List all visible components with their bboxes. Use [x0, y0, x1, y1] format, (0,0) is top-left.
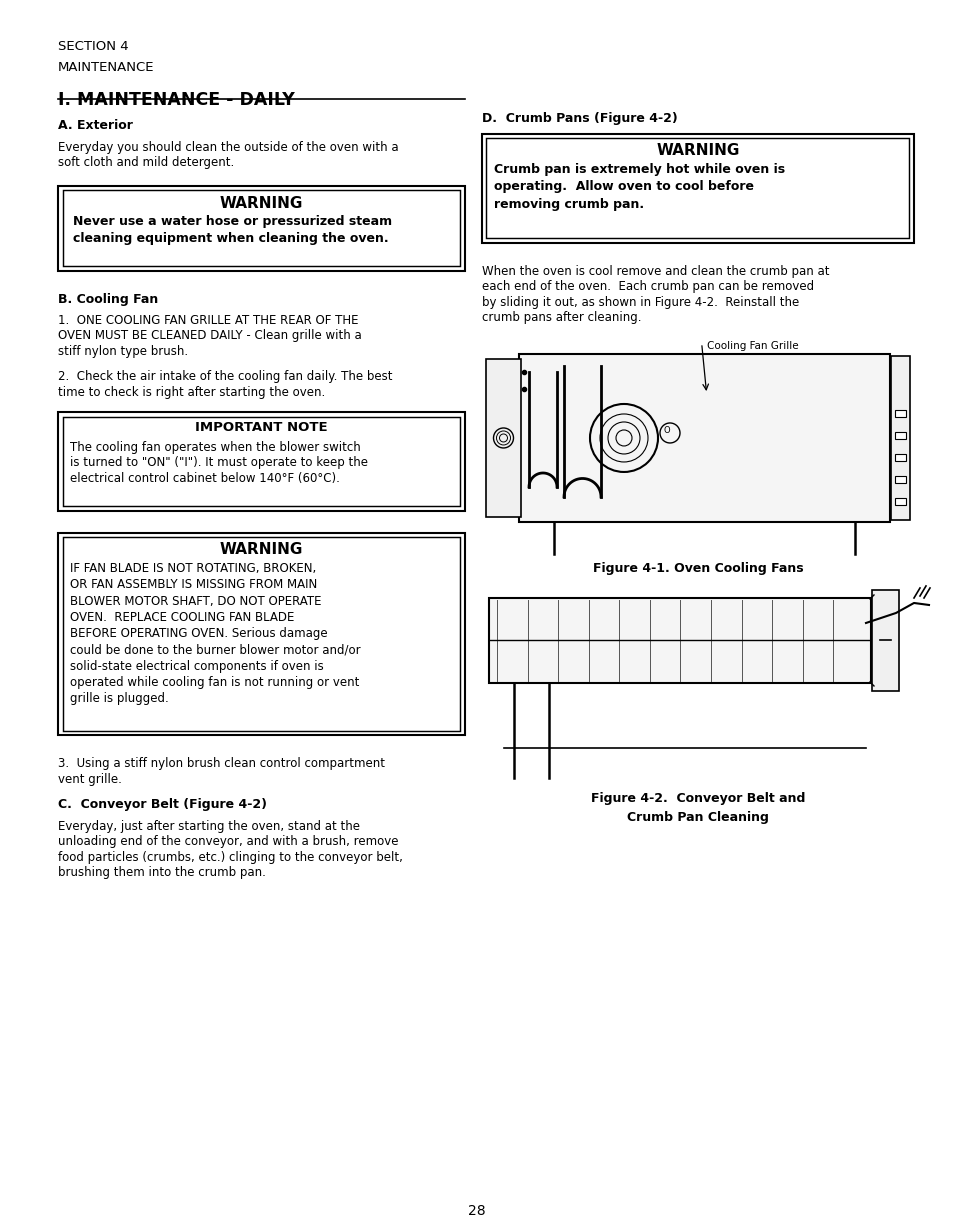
Text: 28: 28	[468, 1204, 485, 1218]
Text: vent grille.: vent grille.	[58, 772, 122, 786]
Text: each end of the oven.  Each crumb pan can be removed: each end of the oven. Each crumb pan can…	[481, 281, 813, 293]
FancyBboxPatch shape	[58, 533, 464, 736]
Text: electrical control cabinet below 140°F (60°C).: electrical control cabinet below 140°F (…	[70, 472, 339, 485]
FancyBboxPatch shape	[489, 598, 870, 683]
Text: OVEN MUST BE CLEANED DAILY - Clean grille with a: OVEN MUST BE CLEANED DAILY - Clean grill…	[58, 329, 361, 342]
Text: 1.  ONE COOLING FAN GRILLE AT THE REAR OF THE: 1. ONE COOLING FAN GRILLE AT THE REAR OF…	[58, 314, 358, 326]
Text: food particles (crumbs, etc.) clinging to the conveyor belt,: food particles (crumbs, etc.) clinging t…	[58, 851, 402, 864]
Text: IF FAN BLADE IS NOT ROTATING, BROKEN,: IF FAN BLADE IS NOT ROTATING, BROKEN,	[70, 562, 315, 575]
Text: removing crumb pan.: removing crumb pan.	[494, 198, 643, 211]
Text: time to check is right after starting the oven.: time to check is right after starting th…	[58, 386, 325, 399]
Text: Crumb pan is extremely hot while oven is: Crumb pan is extremely hot while oven is	[494, 163, 784, 175]
Text: OR FAN ASSEMBLY IS MISSING FROM MAIN: OR FAN ASSEMBLY IS MISSING FROM MAIN	[70, 578, 317, 591]
Text: operating.  Allow oven to cool before: operating. Allow oven to cool before	[494, 180, 753, 193]
Text: Never use a water hose or pressurized steam: Never use a water hose or pressurized st…	[73, 216, 392, 228]
FancyBboxPatch shape	[481, 133, 913, 243]
Text: B. Cooling Fan: B. Cooling Fan	[58, 292, 158, 306]
Text: Everyday, just after starting the oven, stand at the: Everyday, just after starting the oven, …	[58, 819, 359, 833]
Text: Crumb Pan Cleaning: Crumb Pan Cleaning	[626, 811, 768, 824]
Text: is turned to "ON" ("I"). It must operate to keep the: is turned to "ON" ("I"). It must operate…	[70, 457, 368, 469]
Text: Figure 4-2.  Conveyor Belt and: Figure 4-2. Conveyor Belt and	[590, 792, 804, 804]
Text: C.  Conveyor Belt (Figure 4-2): C. Conveyor Belt (Figure 4-2)	[58, 798, 267, 812]
Text: BEFORE OPERATING OVEN. Serious damage: BEFORE OPERATING OVEN. Serious damage	[70, 627, 327, 641]
FancyBboxPatch shape	[894, 498, 905, 505]
FancyBboxPatch shape	[871, 590, 898, 691]
FancyBboxPatch shape	[518, 354, 889, 522]
Text: soft cloth and mild detergent.: soft cloth and mild detergent.	[58, 156, 234, 169]
FancyBboxPatch shape	[890, 356, 909, 520]
Text: solid-state electrical components if oven is: solid-state electrical components if ove…	[70, 659, 323, 673]
Text: stiff nylon type brush.: stiff nylon type brush.	[58, 345, 188, 359]
Text: operated while cooling fan is not running or vent: operated while cooling fan is not runnin…	[70, 676, 359, 689]
FancyBboxPatch shape	[58, 413, 464, 511]
Text: Figure 4-1. Oven Cooling Fans: Figure 4-1. Oven Cooling Fans	[592, 562, 802, 575]
Text: A. Exterior: A. Exterior	[58, 120, 132, 132]
Text: grille is plugged.: grille is plugged.	[70, 692, 169, 705]
Text: WARNING: WARNING	[219, 196, 303, 211]
FancyBboxPatch shape	[58, 186, 464, 271]
Text: BLOWER MOTOR SHAFT, DO NOT OPERATE: BLOWER MOTOR SHAFT, DO NOT OPERATE	[70, 595, 321, 607]
Text: D.  Crumb Pans (Figure 4-2): D. Crumb Pans (Figure 4-2)	[481, 112, 677, 124]
Text: I. MAINTENANCE - DAILY: I. MAINTENANCE - DAILY	[58, 91, 294, 108]
Text: MAINTENANCE: MAINTENANCE	[58, 62, 154, 74]
Text: 2.  Check the air intake of the cooling fan daily. The best: 2. Check the air intake of the cooling f…	[58, 371, 392, 383]
Text: Everyday you should clean the outside of the oven with a: Everyday you should clean the outside of…	[58, 140, 398, 154]
Text: WARNING: WARNING	[219, 542, 303, 557]
Text: SECTION 4: SECTION 4	[58, 39, 129, 53]
FancyBboxPatch shape	[894, 476, 905, 483]
Text: O: O	[663, 426, 670, 435]
Text: WARNING: WARNING	[656, 143, 739, 158]
Text: unloading end of the conveyor, and with a brush, remove: unloading end of the conveyor, and with …	[58, 835, 398, 849]
FancyBboxPatch shape	[485, 359, 520, 517]
Text: cleaning equipment when cleaning the oven.: cleaning equipment when cleaning the ove…	[73, 232, 388, 245]
FancyBboxPatch shape	[894, 432, 905, 439]
Text: 3.  Using a stiff nylon brush clean control compartment: 3. Using a stiff nylon brush clean contr…	[58, 758, 385, 770]
Text: by sliding it out, as shown in Figure 4-2.  Reinstall the: by sliding it out, as shown in Figure 4-…	[481, 296, 799, 309]
Text: could be done to the burner blower motor and/or: could be done to the burner blower motor…	[70, 643, 360, 657]
Text: When the oven is cool remove and clean the crumb pan at: When the oven is cool remove and clean t…	[481, 265, 828, 278]
Text: brushing them into the crumb pan.: brushing them into the crumb pan.	[58, 866, 266, 880]
Text: IMPORTANT NOTE: IMPORTANT NOTE	[195, 421, 328, 435]
FancyBboxPatch shape	[894, 453, 905, 461]
Text: The cooling fan operates when the blower switch: The cooling fan operates when the blower…	[70, 441, 360, 455]
Text: OVEN.  REPLACE COOLING FAN BLADE: OVEN. REPLACE COOLING FAN BLADE	[70, 611, 294, 623]
Text: crumb pans after cleaning.: crumb pans after cleaning.	[481, 312, 640, 324]
FancyBboxPatch shape	[894, 410, 905, 416]
Text: Cooling Fan Grille: Cooling Fan Grille	[706, 341, 798, 351]
